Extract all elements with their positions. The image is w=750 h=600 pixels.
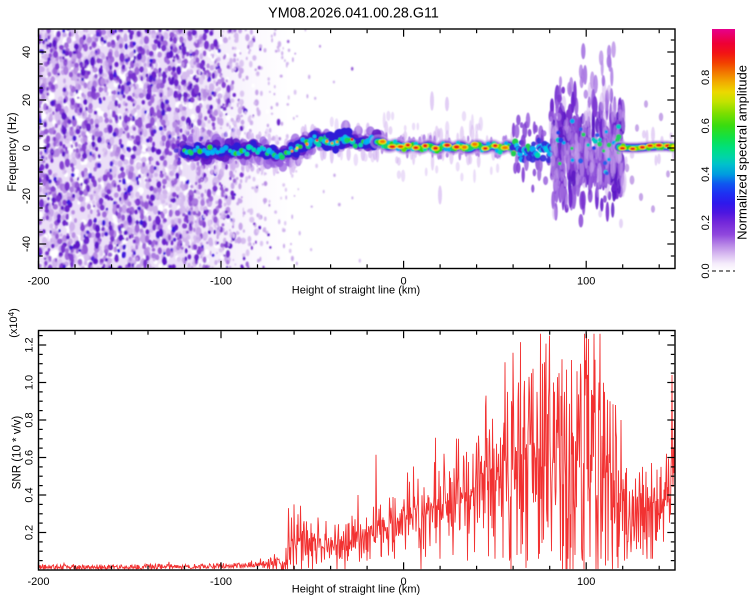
svg-text:20: 20 [21, 94, 33, 106]
svg-text:(x104): (x104) [7, 308, 20, 338]
svg-text:0.6: 0.6 [24, 450, 36, 465]
svg-text:SNR (10 * v/v): SNR (10 * v/v) [12, 416, 24, 490]
svg-text:-100: -100 [210, 576, 232, 588]
svg-text:0.4: 0.4 [700, 167, 712, 182]
svg-text:-200: -200 [27, 576, 49, 588]
svg-text:100: 100 [577, 576, 595, 588]
svg-text:0: 0 [21, 145, 33, 151]
svg-text:100: 100 [577, 276, 595, 288]
svg-text:0.2: 0.2 [700, 215, 712, 230]
svg-text:0.4: 0.4 [24, 487, 36, 502]
svg-text:YM08.2026.041.00.28.G11: YM08.2026.041.00.28.G11 [268, 6, 439, 22]
svg-text:Normalized spectral amplitude: Normalized spectral amplitude [734, 65, 749, 240]
svg-text:Height of straight line (km): Height of straight line (km) [292, 285, 420, 297]
svg-text:40: 40 [21, 46, 33, 58]
svg-text:1.2: 1.2 [24, 337, 36, 352]
svg-text:0.6: 0.6 [700, 118, 712, 133]
svg-text:-100: -100 [210, 276, 232, 288]
svg-text:0.8: 0.8 [24, 412, 36, 427]
svg-text:0: 0 [401, 576, 407, 588]
svg-text:0.2: 0.2 [24, 525, 36, 540]
svg-text:0.0: 0.0 [700, 263, 712, 278]
svg-text:0.8: 0.8 [700, 70, 712, 85]
svg-text:Height of straight line (km): Height of straight line (km) [292, 584, 420, 596]
svg-text:-20: -20 [21, 188, 33, 204]
svg-text:-200: -200 [27, 276, 49, 288]
svg-text:-40: -40 [21, 236, 33, 252]
svg-text:0: 0 [401, 276, 407, 288]
svg-text:Frequency (Hz): Frequency (Hz) [7, 112, 19, 191]
svg-text:1.0: 1.0 [24, 375, 36, 390]
